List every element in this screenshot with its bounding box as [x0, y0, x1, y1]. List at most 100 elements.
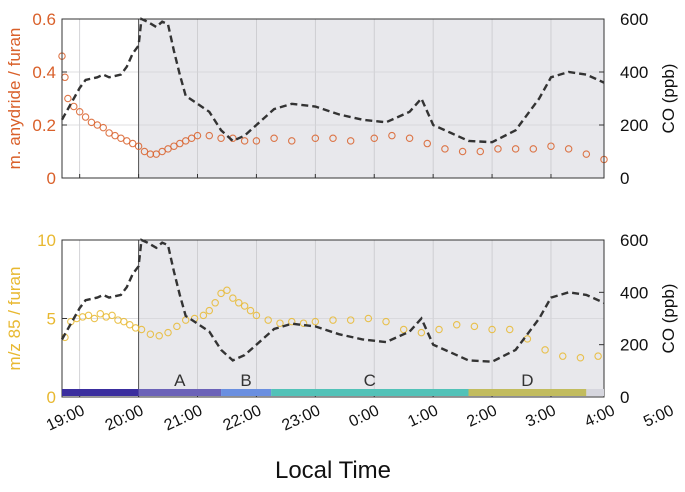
top-ratio-point	[494, 145, 502, 153]
top-ratio-point	[564, 145, 573, 153]
top-ratio-point	[181, 137, 190, 145]
top-y-label-right: CO (ppb)	[659, 64, 678, 134]
top-right-tick-label: 400	[620, 63, 648, 82]
top-right-tick-label: 600	[620, 10, 648, 29]
top-ratio-point	[176, 139, 184, 148]
bottom-right-tick-label: 200	[620, 336, 648, 355]
top-ratio-point	[529, 145, 538, 153]
top-left-tick-label: 0.6	[32, 10, 56, 29]
top-ratio-point	[582, 150, 591, 158]
top-ratio-point	[134, 142, 143, 150]
bottom-ratio-point	[126, 321, 134, 329]
top-left-tick-label: 0	[47, 169, 56, 188]
top-ratio-point	[99, 123, 107, 132]
top-ratio-point	[270, 134, 278, 143]
top-ratio-point	[117, 134, 125, 143]
bottom-ratio-point	[299, 319, 308, 327]
top-ratio-point	[311, 134, 320, 143]
top-ratio-point	[170, 142, 178, 150]
period-bar-segment	[62, 389, 139, 396]
period-bar-segment	[221, 389, 272, 396]
period-label: B	[240, 371, 251, 390]
top-left-tick-label: 0.4	[32, 63, 56, 82]
bottom-ratio-point	[276, 319, 284, 327]
x-tick-label: 0:00	[347, 402, 382, 431]
top-y-label-left: m. anydride / furan	[5, 28, 24, 170]
top-ratio-point	[511, 145, 520, 153]
bottom-ratio-point	[399, 325, 408, 334]
bottom-ratio-point	[146, 330, 155, 338]
bottom-y-label-left: m/z 85 / furan	[5, 267, 24, 371]
top-ratio-point	[329, 134, 337, 143]
top-ratio-point	[423, 139, 432, 148]
x-tick-label: 3:00	[523, 402, 558, 431]
period-bar-segment	[468, 389, 587, 396]
bottom-ratio-point	[199, 311, 208, 320]
bottom-y-label-right: CO (ppb)	[659, 284, 678, 354]
x-tick-label: 1:00	[405, 402, 440, 431]
bottom-ratio-point	[417, 328, 426, 337]
top-ratio-point	[105, 129, 113, 137]
bottom-ratio-point	[488, 325, 496, 334]
bottom-ratio-point	[108, 311, 116, 320]
bottom-ratio-point	[559, 352, 567, 360]
bottom-left-tick-label: 5	[47, 310, 56, 329]
top-ratio-point	[288, 137, 296, 145]
x-tick-label: 21:00	[162, 402, 206, 434]
bottom-ratio-point	[252, 311, 261, 320]
top-right-tick-label: 0	[620, 169, 629, 188]
bottom-right-tick-label: 400	[620, 283, 648, 302]
top-ratio-point	[64, 94, 72, 103]
top-frame	[61, 18, 605, 179]
top-ratio-point	[140, 147, 149, 156]
bottom-ratio-point	[470, 322, 479, 331]
top-ratio-point	[476, 147, 485, 156]
x-tick-label: 4:00	[582, 402, 617, 431]
bottom-ratio-point	[311, 317, 320, 326]
period-bar-segment	[138, 389, 222, 396]
top-ratio-point	[370, 134, 378, 143]
x-tick-label: 19:00	[44, 402, 88, 434]
top-ratio-point	[123, 137, 131, 145]
x-tick-label: 5:00	[641, 402, 676, 431]
x-tick-label: 22:00	[221, 402, 265, 434]
bottom-ratio-point	[329, 316, 337, 324]
bottom-ratio-point	[164, 328, 172, 337]
top-ratio-point	[441, 145, 449, 153]
bottom-ratio-point	[382, 317, 390, 326]
top-ratio-point	[164, 145, 172, 153]
x-tick-label: 2:00	[464, 402, 499, 431]
top-ratio-point	[158, 147, 166, 156]
bottom-ratio-point	[223, 286, 231, 294]
top-ratio-point	[193, 131, 202, 140]
bottom-ratio-point	[288, 317, 296, 326]
top-ratio-point	[81, 113, 90, 121]
top-ratio-point	[187, 134, 196, 143]
period-bar-segment	[586, 389, 604, 396]
bottom-ratio-point	[217, 289, 225, 298]
top-ratio-point	[93, 121, 102, 129]
top-ratio-point	[217, 134, 225, 143]
panel-top: 0 0.2 0.4 0.6 0 200 400 600 m. anydride / furan C…	[5, 10, 678, 188]
bottom-ratio-point	[346, 316, 355, 324]
top-ratio-point	[252, 137, 261, 145]
top-ratio-point	[346, 137, 355, 145]
top-ratio-point	[205, 131, 214, 140]
bottom-right-tick-label: 600	[620, 231, 648, 250]
bottom-ratio-point	[234, 299, 243, 307]
top-ratio-point	[111, 131, 119, 140]
bottom-ratio-point	[84, 311, 93, 320]
bottom-ratio-point	[211, 299, 219, 307]
bottom-ratio-point	[155, 332, 163, 340]
bottom-ratio-point	[594, 352, 602, 360]
bottom-ratio-point	[96, 310, 105, 318]
bottom-left-tick-label: 0	[47, 388, 56, 407]
x-tick-label: 23:00	[280, 402, 324, 434]
x-axis-label: Local Time	[275, 457, 391, 484]
bottom-ratio-point	[264, 316, 272, 324]
bottom-ratio-point	[541, 346, 549, 354]
top-ratio-point	[75, 108, 84, 116]
top-ratio-point	[87, 118, 96, 127]
